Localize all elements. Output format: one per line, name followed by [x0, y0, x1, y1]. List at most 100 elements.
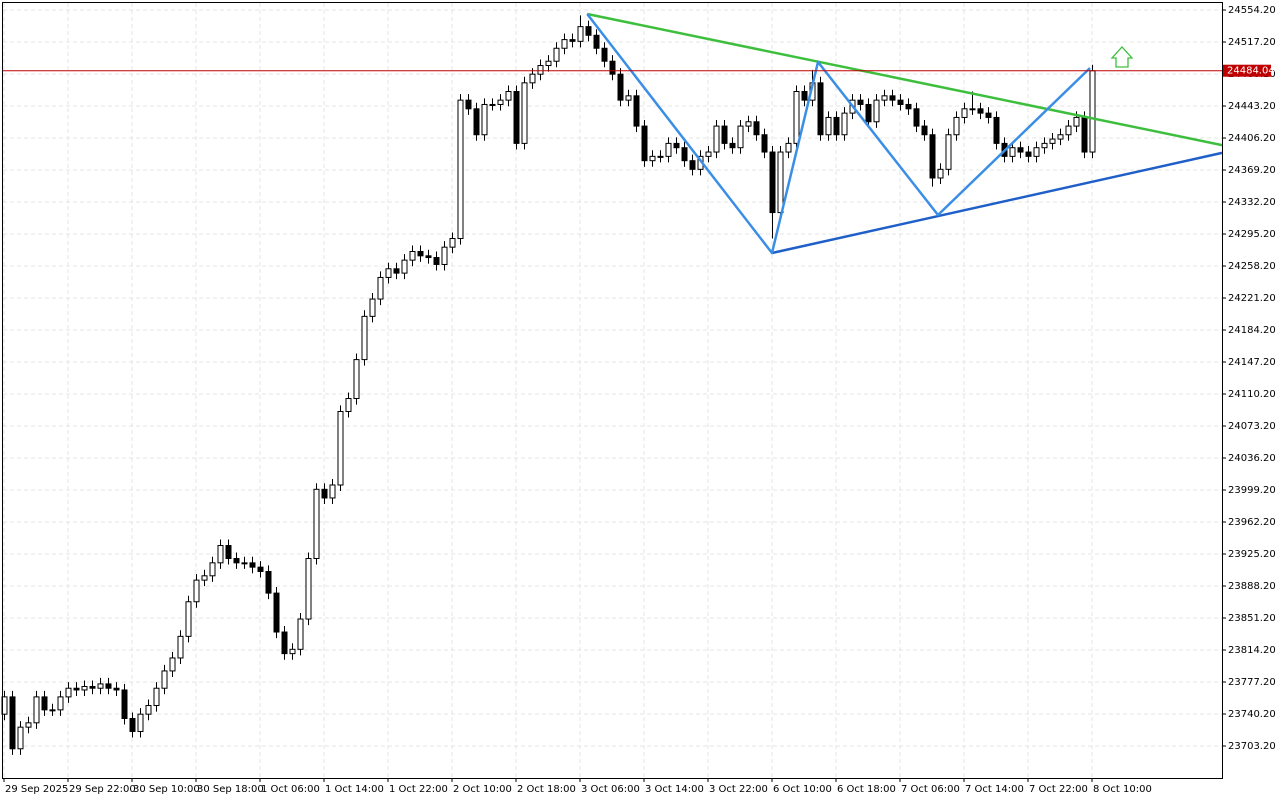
y-tick-label: 24036.20	[1228, 453, 1276, 464]
candle-body-bear	[249, 562, 256, 568]
candle-body-bull	[289, 648, 296, 655]
candle-body-bull	[337, 410, 344, 486]
candle-body-bear	[473, 108, 480, 136]
y-tick-label: 23703.20	[1228, 741, 1276, 752]
candle-body-bull	[1041, 142, 1048, 149]
candle-body-bear	[393, 268, 400, 274]
last-price-label: 24484.04	[1227, 66, 1275, 77]
candle-body-bull	[401, 259, 408, 274]
candle-body-bull	[49, 709, 56, 712]
candle-body-bear	[817, 82, 824, 136]
candle-body-bear	[593, 34, 600, 49]
candle-body-bear	[641, 125, 648, 162]
candle-body-bull	[241, 562, 248, 565]
candle-body-bull	[313, 488, 320, 560]
candle-body-bear	[617, 73, 624, 101]
candle-body-bull	[81, 686, 88, 691]
candle-body-bull	[193, 579, 200, 603]
candle-body-bull	[361, 315, 368, 361]
grid	[3, 3, 1222, 778]
candle-body-bull	[1057, 134, 1064, 140]
candle-body-bull	[705, 151, 712, 157]
candle-body-bear	[601, 47, 608, 62]
y-tick-label: 24554.20	[1228, 5, 1276, 16]
x-tick-label: 3 Oct 14:00	[645, 784, 704, 795]
candle-body-bull	[497, 99, 504, 105]
candle-body-bull	[881, 95, 888, 101]
candle-body-bear	[41, 696, 48, 711]
candle-body-bear	[257, 566, 264, 572]
candle-body-bull	[185, 601, 192, 637]
candle-body-bear	[585, 26, 592, 36]
candle-body-bull	[97, 683, 104, 689]
trend-line	[586, 13, 1091, 255]
candle-body-bear	[689, 160, 696, 170]
candle-body-bull	[737, 125, 744, 149]
x-tick-label: 8 Oct 10:00	[1093, 784, 1152, 795]
candle-body-bull	[657, 155, 664, 158]
axes: 24554.2024517.2024480.2024443.2024406.20…	[3, 5, 1276, 795]
candle-body-bear	[129, 717, 136, 732]
candle-body-bull	[649, 155, 656, 162]
candle-body-bear	[761, 134, 768, 153]
candle-body-bull	[145, 705, 152, 715]
y-tick-label: 24406.20	[1228, 133, 1276, 144]
x-tick-label: 1 Oct 22:00	[389, 784, 448, 795]
candle-body-bear	[905, 103, 912, 110]
candle-body-bear	[1017, 147, 1024, 153]
candle-body-bear	[233, 558, 240, 564]
candle-body-bull	[297, 618, 304, 650]
candle-body-bear	[321, 488, 328, 499]
x-tick-label: 1 Oct 14:00	[325, 784, 384, 795]
candle-body-bear	[681, 147, 688, 162]
candle-body-bear	[977, 108, 984, 114]
y-tick-label: 23999.20	[1228, 485, 1276, 496]
trend-line	[771, 151, 1223, 255]
candle-body-bear	[753, 121, 760, 136]
y-tick-label: 24258.20	[1228, 261, 1276, 272]
candle-body-bear	[769, 151, 776, 214]
x-tick-label: 29 Sep 2025	[5, 784, 68, 795]
candle-body-bull	[505, 90, 512, 101]
candle-body-bear	[9, 696, 16, 750]
x-tick-label: 29 Sep 22:00	[69, 784, 136, 795]
y-tick-label: 24221.20	[1228, 293, 1276, 304]
candle-body-bear	[273, 592, 280, 633]
candle-body-bear	[673, 142, 680, 149]
candle-body-bull	[177, 635, 184, 659]
buy-arrow-icon	[1110, 46, 1134, 68]
candle-body-bull	[545, 60, 552, 67]
candle-body-bull	[377, 276, 384, 300]
y-tick-label: 24295.20	[1228, 229, 1276, 240]
x-tick-label: 2 Oct 18:00	[517, 784, 576, 795]
candle-body-bear	[609, 60, 616, 75]
candle-body-bull	[841, 112, 848, 136]
candle-body-bear	[889, 95, 896, 101]
y-tick-label: 24443.20	[1228, 101, 1276, 112]
candle-body-bull	[793, 90, 800, 144]
candle-body-bear	[1081, 116, 1088, 153]
x-tick-label: 7 Oct 22:00	[1029, 784, 1088, 795]
plot	[1, 12, 1223, 755]
trend-line	[586, 12, 1223, 147]
candle-body-bull	[449, 238, 456, 248]
candle-body-bull	[1065, 125, 1072, 136]
candle-body-bull	[825, 116, 832, 136]
y-tick-label: 23777.20	[1228, 677, 1276, 688]
candle-body-bull	[937, 168, 944, 179]
y-tick-label: 23962.20	[1228, 517, 1276, 528]
candle-body-bull	[137, 713, 144, 732]
y-tick-label: 24517.20	[1228, 37, 1276, 48]
candle-body-bull	[745, 121, 752, 127]
y-tick-label: 23851.20	[1228, 613, 1276, 624]
candle-body-bull	[481, 103, 488, 136]
candle-body-bear	[225, 545, 232, 560]
candle-body-bull	[1089, 70, 1096, 153]
candle-body-bull	[161, 670, 168, 689]
candle-body-bull	[945, 134, 952, 170]
candle-body-bear	[833, 116, 840, 136]
x-tick-label: 7 Oct 06:00	[901, 784, 960, 795]
candle-body-bull	[441, 246, 448, 265]
candle-body-bull	[489, 103, 496, 106]
